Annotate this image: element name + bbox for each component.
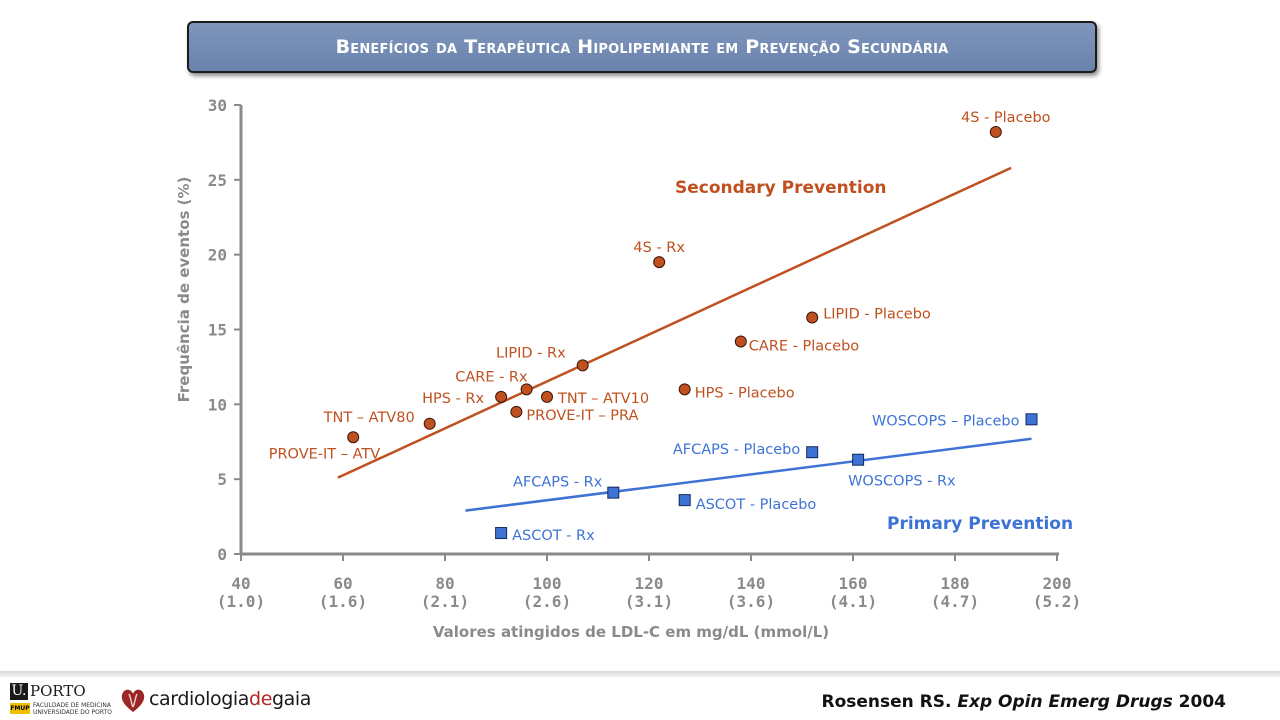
footer-divider (0, 671, 1280, 677)
secondary-point (989, 125, 1002, 138)
x-tick-sublabel: (4.1) (829, 592, 877, 611)
secondary-point-label: CARE - Placebo (749, 338, 859, 354)
citation-year: 2004 (1178, 692, 1226, 712)
slide-title-banner: Benefícios da Terapêutica Hipolipemiante… (187, 21, 1097, 73)
x-tick-sublabel: (1.6) (319, 592, 367, 611)
secondary-point (734, 335, 747, 348)
x-tick-label: 80 (435, 574, 454, 593)
x-tick-sublabel: (3.1) (625, 592, 673, 611)
x-tick-label: 120 (635, 574, 664, 593)
secondary-series-label: Secondary Prevention (675, 178, 886, 198)
y-tick-label: 5 (217, 470, 227, 489)
x-axis-label: Valores atingidos de LDL-C em mg/dL (mmo… (433, 623, 829, 641)
x-tick-label: 140 (737, 574, 766, 593)
secondary-point (806, 311, 819, 324)
fmup-badge: FMUP (10, 703, 30, 714)
secondary-trendline (337, 166, 1012, 479)
uporto-box: U. (10, 683, 28, 700)
y-tick-label: 20 (208, 246, 227, 265)
y-tick-label: 30 (208, 96, 227, 115)
fmup-text: FACULDADE DE MEDICINA UNIVERSIDADE DO PO… (33, 702, 112, 716)
y-axis-label: Frequência de eventos (%) (175, 177, 193, 403)
citation-journal: Exp Opin Emerg Drugs (957, 692, 1173, 712)
secondary-point (510, 405, 523, 418)
x-tick-label: 40 (231, 574, 250, 593)
primary-series-label: Primary Prevention (887, 514, 1073, 534)
slide-title: Benefícios da Terapêutica Hipolipemiante… (335, 36, 949, 58)
gaia-part-3: gaia (271, 688, 312, 710)
secondary-point (678, 383, 691, 396)
y-tick-label: 15 (208, 321, 227, 340)
secondary-point (520, 383, 533, 396)
x-tick-sublabel: (5.2) (1033, 592, 1081, 611)
uporto-logo: U. PORTO FMUP FACULDADE DE MEDICINA UNIV… (10, 682, 112, 717)
secondary-point (653, 256, 666, 269)
x-tick-sublabel: (3.6) (727, 592, 775, 611)
uporto-word: PORTO (30, 682, 86, 700)
x-tick-label: 60 (333, 574, 352, 593)
x-tick-sublabel: (2.6) (523, 592, 571, 611)
primary-point (1025, 413, 1038, 426)
secondary-point (495, 390, 508, 403)
primary-point-label: WOSCOPS - Rx (848, 474, 956, 490)
secondary-point-label: TNT – ATV10 (557, 391, 649, 407)
gaia-part-2: de (249, 688, 272, 710)
secondary-point (576, 359, 589, 372)
gaia-part-1: cardiologia (149, 688, 250, 710)
secondary-point-label: LIPID - Rx (496, 345, 566, 361)
citation-author: Rosensen RS. (821, 692, 952, 712)
x-tick-sublabel: (2.1) (421, 592, 469, 611)
primary-point (852, 453, 865, 466)
primary-point-label: ASCOT - Rx (512, 528, 595, 544)
secondary-point-label: HPS - Placebo (695, 385, 795, 401)
secondary-point (347, 431, 360, 444)
secondary-point (423, 417, 436, 430)
heart-icon (121, 689, 145, 712)
x-tick-label: 100 (533, 574, 562, 593)
primary-point (678, 494, 691, 507)
secondary-point-label: PROVE-IT – ATV (269, 446, 381, 462)
secondary-point-label: PROVE-IT – PRA (526, 408, 638, 424)
y-tick-label: 25 (208, 171, 227, 190)
scatter-chart: 0 5 10 15 20 25 30 40(1.0) 60(1.6) 80(2.1) 100(2.6… (175, 96, 1081, 641)
primary-point-label: AFCAPS - Rx (513, 475, 603, 491)
x-tick-sublabel: (4.7) (931, 592, 979, 611)
primary-point-label: ASCOT - Placebo (696, 497, 817, 513)
x-tick-sublabel: (1.0) (217, 592, 265, 611)
primary-point (607, 486, 620, 499)
secondary-point (541, 390, 553, 403)
y-tick-label: 10 (208, 395, 227, 414)
x-tick-label: 200 (1043, 574, 1072, 593)
secondary-point-label: 4S - Rx (633, 240, 685, 256)
x-tick-label: 180 (941, 574, 970, 593)
primary-point (806, 446, 819, 459)
secondary-point-label: TNT – ATV80 (323, 410, 415, 426)
primary-trendline (465, 437, 1032, 512)
secondary-point-label: HPS - Rx (422, 391, 484, 407)
secondary-point-label: LIPID - Placebo (823, 307, 931, 323)
citation: Rosensen RS. Exp Opin Emerg Drugs 2004 (821, 692, 1226, 712)
primary-point-label: AFCAPS - Placebo (673, 442, 800, 458)
x-tick-label: 160 (839, 574, 868, 593)
secondary-point-label: CARE - Rx (455, 369, 528, 385)
gaia-wordmark: cardiologiadegaia (149, 688, 311, 710)
secondary-point-label: 4S - Placebo (961, 110, 1051, 126)
primary-point-label: WOSCOPS – Placebo (872, 413, 1020, 429)
primary-point (495, 527, 508, 540)
y-tick-label: 0 (217, 545, 227, 564)
